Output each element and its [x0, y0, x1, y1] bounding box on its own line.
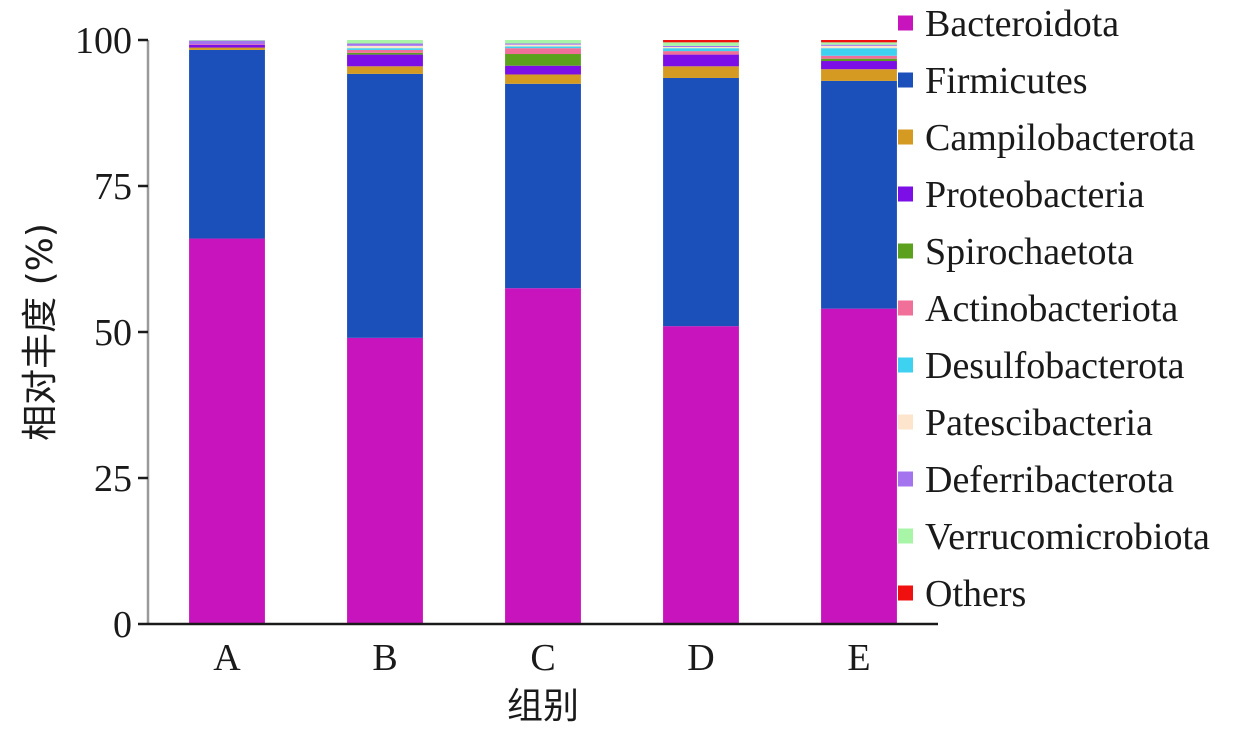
bar-segment	[505, 65, 581, 75]
y-tick-label: 25	[94, 458, 132, 500]
bar-segment	[189, 238, 265, 624]
bar-segment	[663, 42, 739, 46]
bar-segment	[347, 40, 423, 44]
y-tick-label: 100	[75, 20, 132, 62]
y-tick-label: 50	[94, 312, 132, 354]
legend-label: Bacteroidota	[925, 3, 1119, 45]
legend-swatch	[898, 15, 913, 31]
y-ticks-group: 0 25 50 75 100	[75, 20, 148, 646]
bar-segment	[663, 45, 739, 48]
bar-segment	[821, 42, 897, 45]
bar-segment	[189, 49, 265, 239]
bar-segment	[821, 69, 897, 81]
bar-segment	[347, 49, 423, 53]
legend-label: Deferribacterota	[925, 459, 1174, 501]
bar-segment	[189, 40, 265, 41]
bars-group	[189, 40, 897, 624]
legend-swatch	[898, 585, 913, 601]
legend-swatch	[898, 528, 913, 544]
bar-segment	[347, 43, 423, 46]
legend-swatch	[898, 471, 913, 487]
bar-segment	[663, 51, 739, 55]
x-tick-label: C	[530, 637, 555, 679]
bar-segment	[663, 326, 739, 624]
bar-segment	[347, 73, 423, 338]
bar-segment	[821, 40, 897, 43]
bar-segment	[347, 52, 423, 55]
legend-label: Desulfobacterota	[925, 345, 1185, 387]
bar-segment	[505, 44, 581, 47]
legend-swatch	[898, 72, 913, 88]
bar-segment	[505, 46, 581, 49]
bar-segment	[663, 66, 739, 78]
bar-segment	[821, 48, 897, 56]
bar-segment	[347, 54, 423, 67]
bar-segment	[505, 43, 581, 45]
legend-label: Others	[925, 573, 1026, 615]
legend-label: Proteobacteria	[925, 174, 1145, 216]
legend-swatch	[898, 186, 913, 202]
y-tick-label: 75	[94, 166, 132, 208]
bar-segment	[663, 47, 739, 49]
bar-segment	[663, 40, 739, 43]
bar-segment	[663, 54, 739, 67]
bar-segment	[189, 44, 265, 45]
y-axis-title: 相对丰度 (%)	[20, 223, 61, 441]
bar-segment	[505, 288, 581, 624]
bar-segment	[505, 40, 581, 44]
bar-segment	[347, 337, 423, 624]
legend: Bacteroidota Firmicutes Campilobacterota Pr…	[898, 3, 1210, 615]
bar-segment	[189, 44, 265, 48]
legend-swatch	[898, 414, 913, 430]
legend-label: Patescibacteria	[925, 402, 1153, 444]
bar-segment	[189, 47, 265, 50]
bar-segment	[505, 54, 581, 66]
x-tick-label: E	[847, 637, 870, 679]
bar-segment	[347, 66, 423, 74]
bar-segment	[821, 45, 897, 49]
legend-swatch	[898, 243, 913, 259]
legend-label: Actinobacteriota	[925, 288, 1178, 330]
legend-label: Campilobacterota	[925, 117, 1195, 159]
bar-segment	[663, 48, 739, 52]
x-ticks-group: A B C D E	[213, 637, 870, 679]
legend-label: Spirochaetota	[925, 231, 1134, 273]
bar-segment	[821, 44, 897, 46]
bar-segment	[505, 48, 581, 55]
bar-segment	[821, 58, 897, 62]
legend-swatch	[898, 129, 913, 145]
bar-segment	[821, 80, 897, 309]
x-tick-label: B	[372, 637, 397, 679]
bar-segment	[347, 45, 423, 49]
legend-label: Verrucomicrobiota	[925, 516, 1210, 558]
x-tick-label: D	[687, 637, 714, 679]
x-axis-title: 组别	[507, 686, 579, 727]
bar-segment	[189, 40, 265, 45]
legend-label: Firmicutes	[925, 60, 1088, 102]
y-tick-label: 0	[113, 604, 132, 646]
bar-segment	[663, 77, 739, 327]
bar-segment	[347, 48, 423, 50]
bar-segment	[505, 83, 581, 289]
x-tick-label: A	[213, 637, 241, 679]
bar-segment	[821, 61, 897, 70]
bar-segment	[505, 74, 581, 84]
legend-swatch	[898, 300, 913, 316]
bar-segment	[821, 308, 897, 624]
bar-segment	[821, 55, 897, 59]
legend-swatch	[898, 357, 913, 373]
